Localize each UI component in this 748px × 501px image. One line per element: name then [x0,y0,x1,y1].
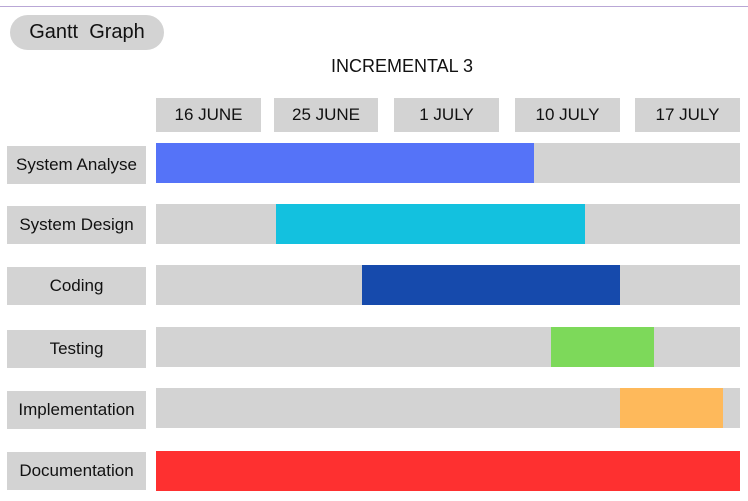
row-label: Testing [7,330,146,368]
row-track [156,451,740,491]
task-bar [619,388,723,428]
row-label: System Analyse [7,146,146,184]
row-label: Implementation [7,391,146,429]
task-bar [276,204,586,244]
row-label: Coding [7,267,146,305]
row-track [156,143,740,183]
tick-label: 1 JULY [394,98,499,132]
tick-label: 16 JUNE [156,98,261,132]
tick-label: 25 JUNE [274,98,378,132]
row-track [156,327,740,367]
top-divider [0,6,748,7]
row-track [156,388,740,428]
tick-label: 17 JULY [635,98,740,132]
task-bar [156,451,740,491]
chart-title: INCREMENTAL 3 [330,56,474,76]
task-bar [362,265,620,305]
row-label: System Design [7,206,146,244]
task-bar [156,143,534,183]
row-label: Documentation [7,452,146,490]
row-track [156,265,740,305]
row-track [156,204,740,244]
tick-label: 10 JULY [515,98,620,132]
task-bar [551,327,655,367]
chart-badge: Gantt Graph [10,15,164,50]
